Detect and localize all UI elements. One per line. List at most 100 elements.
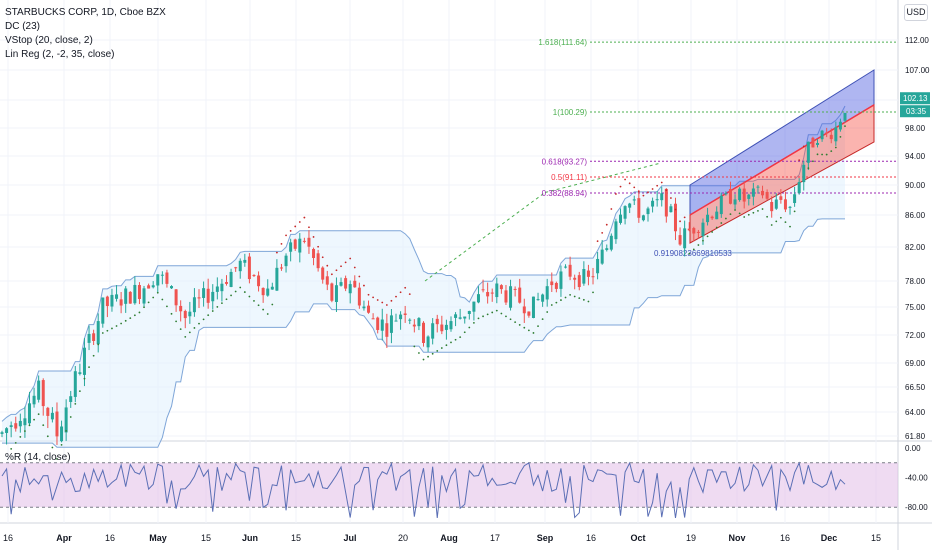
vstop-dot [413,345,416,348]
candle-body [32,395,36,405]
vstop-dot [10,448,13,450]
vstop-dot [537,325,539,327]
candle-body [339,282,343,286]
candle-body [614,221,618,240]
vstop-dot [418,352,420,354]
candle-body [600,249,604,264]
candle-body [133,284,137,304]
williams-r-pane: 0.00 -40.00 -80.00 [0,444,928,519]
y-tick-label: 82.00 [905,243,926,252]
vstop-dot [761,208,764,210]
vstop-dot [46,435,49,438]
candle-body [119,299,123,306]
x-tick-label: Jul [343,533,356,543]
candle-body [353,280,357,288]
vstop-dot [188,331,191,334]
vstop-dot [28,424,31,427]
vstop-dot [491,311,494,314]
candle-body [651,200,655,207]
vstop-dot [720,222,723,224]
oscillator-tick-label: -40.00 [905,474,928,483]
candle-body [206,288,210,303]
vstop-dot [550,304,553,306]
candle-body [660,193,664,201]
williams-r-line [1,461,846,519]
vstop-dot [363,284,365,287]
symbol-title[interactable]: STARBUCKS CORP, 1D, Cboe BZX [5,7,166,18]
vstop-dot [564,296,567,299]
y-tick-label: 90.00 [905,181,926,190]
candle-body [197,297,201,299]
candle-body [545,286,549,300]
candle-body [783,199,787,210]
vstop-dot [271,303,274,306]
candle-body [14,423,18,429]
vstop-dot [42,424,45,427]
indicator-dc[interactable]: DC (23) [5,21,41,32]
candle-body [463,316,467,319]
vstop-dot [697,244,700,246]
vstop-dot [138,311,141,314]
candle-body [275,267,279,291]
vstop-dot [129,317,132,320]
candle-body [843,113,847,121]
vstop-dot [592,291,594,294]
vstop-dot [514,321,517,324]
vstop-dot [262,308,265,311]
candle-body [522,306,526,314]
vstop-dot [308,226,310,229]
candle-body [738,188,742,201]
vstop-dot [651,188,654,190]
vstop-dot [459,336,462,339]
oscillator-title[interactable]: %R (14, close) [5,452,71,463]
candle-body [330,283,334,301]
vstop-dot [216,306,219,308]
donchian-channel [1,105,846,448]
vstop-dot [436,350,439,352]
vstop-dot [647,191,649,194]
vstop-dot [527,329,530,332]
candle-body [811,137,815,148]
candle-body [179,305,183,312]
vstop-dot [468,326,471,329]
vstop-dot [578,297,581,300]
candle-body [742,188,746,202]
vstop-dot [775,220,778,223]
vstop-dot [358,275,361,278]
indicator-linreg[interactable]: Lin Reg (2, -2, 35, close) [5,49,115,60]
candle-body [380,319,384,331]
vstop-dot [83,377,86,380]
vstop-dot [266,313,269,315]
indicator-vstop[interactable]: VStop (20, close, 2) [5,35,93,46]
vstop-dot [610,208,613,210]
candle-body [247,256,251,280]
vstop-dot [770,224,773,226]
x-tick-label: Jun [242,533,258,543]
candle-body [577,275,581,288]
vstop-dot [807,167,810,170]
vstop-dot [239,286,242,289]
candle-body [137,285,141,299]
vstop-dot [715,226,718,229]
candle-body [701,222,705,237]
vstop-dot [450,341,452,344]
vstop-dot [234,290,237,293]
vstop-dot [637,190,640,193]
x-tick-label: Apr [56,533,72,543]
candle-body [202,288,206,298]
candle-body [518,287,522,303]
candle-body [499,285,503,290]
candle-body [806,141,810,163]
vstop-dot [688,252,691,255]
currency-badge[interactable]: USD [904,4,928,21]
y-tick-label: 112.00 [905,36,929,45]
x-tick-label: 16 [3,533,13,543]
candle-body [110,294,114,307]
x-tick-label: Aug [440,533,458,543]
vstop-dot [289,230,292,232]
vstop-dot [844,125,846,128]
fibonacci-levels: 1.618(111.64) 1(100.29) 0.618(93.27) 0.5(91… [424,38,898,282]
candle-body [174,289,178,306]
vstop-dot [312,236,315,238]
